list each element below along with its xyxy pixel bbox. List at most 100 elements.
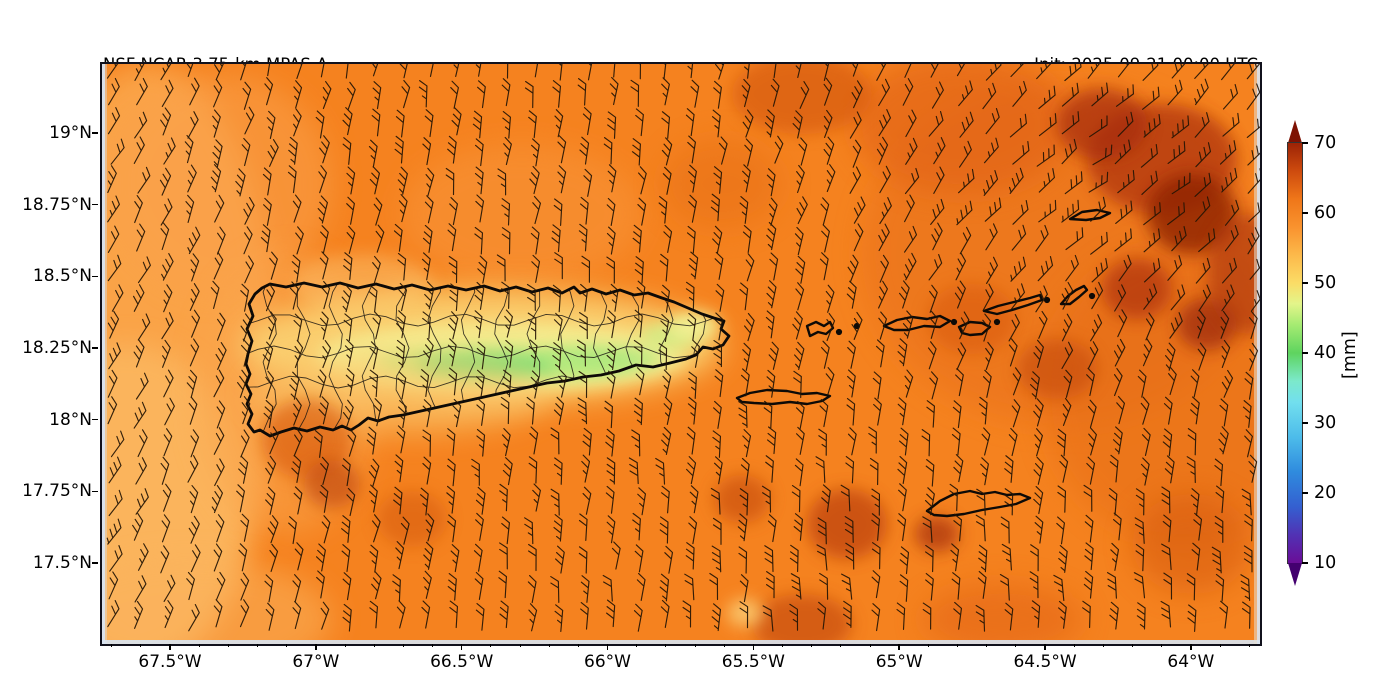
x-major-tick — [169, 644, 171, 650]
x-minor-tick — [461, 644, 463, 647]
islet — [835, 328, 843, 336]
x-minor-tick — [227, 644, 229, 647]
x-major-tick — [752, 644, 755, 650]
x-minor-tick — [198, 644, 200, 647]
y-tick-label: 17.75°N — [22, 481, 92, 502]
colorbar-tick-label: 50 — [1314, 273, 1337, 293]
x-minor-tick — [752, 644, 754, 647]
tpw-blob — [915, 516, 959, 552]
colorbar-tick-label: 40 — [1314, 343, 1337, 363]
x-minor-tick — [1219, 644, 1221, 647]
x-tick-label: 64.5°W — [1013, 652, 1077, 672]
colorbar-over-arrow — [1288, 120, 1302, 143]
y-tick-label: 18°N — [49, 409, 92, 430]
tpw-blob — [1207, 214, 1260, 334]
tpw-blob — [752, 594, 852, 644]
colorbar-tick — [1302, 422, 1308, 424]
y-major-tick — [92, 275, 98, 278]
x-major-tick — [460, 644, 463, 650]
x-minor-tick — [169, 644, 171, 647]
x-minor-tick — [577, 644, 579, 647]
y-major-tick — [92, 347, 98, 349]
y-tick-label: 18.5°N — [32, 266, 92, 287]
x-tick-label: 66°W — [584, 652, 631, 672]
x-tick-label: 64°W — [1167, 652, 1215, 672]
map-axes — [100, 62, 1262, 646]
colorbar-tick — [1302, 212, 1308, 214]
x-minor-tick — [636, 644, 638, 647]
coastline-st-john — [957, 320, 992, 337]
tpw-blob — [304, 460, 360, 508]
y-major-tick — [92, 562, 98, 564]
x-minor-tick — [315, 644, 317, 647]
colorbar-tick — [1302, 142, 1308, 144]
x-minor-tick — [927, 644, 929, 647]
colorbar — [1287, 142, 1303, 564]
tpw-blob — [262, 399, 352, 479]
y-major-tick — [92, 132, 98, 134]
x-minor-tick — [723, 644, 725, 647]
x-minor-tick — [1015, 644, 1017, 647]
x-minor-tick — [402, 644, 404, 647]
domain-edge-strip — [1257, 64, 1260, 644]
colorbar-under-arrow — [1288, 563, 1302, 586]
x-tick-label: 66.5°W — [430, 652, 494, 672]
x-major-tick — [1190, 644, 1192, 650]
x-tick-label: 67.5°W — [138, 652, 202, 672]
coastlines — [244, 208, 1112, 518]
x-minor-tick — [957, 644, 959, 647]
y-major-tick — [92, 418, 98, 421]
tpw-blob — [402, 144, 642, 284]
y-tick-label: 17.5°N — [32, 553, 92, 574]
colorbar-tick-label: 60 — [1314, 203, 1337, 223]
tpw-blob — [714, 475, 770, 523]
tpw-blob — [1017, 339, 1097, 399]
x-minor-tick — [840, 644, 842, 647]
x-minor-tick — [1044, 644, 1046, 647]
y-major-tick — [92, 203, 98, 206]
y-tick-label: 18.25°N — [22, 337, 92, 358]
y-tick-label: 18.75°N — [22, 194, 92, 215]
domain-edge-strip — [102, 640, 1260, 644]
x-minor-tick — [869, 644, 871, 647]
x-minor-tick — [373, 644, 375, 647]
x-minor-tick — [490, 644, 492, 647]
islet — [993, 318, 1001, 326]
x-minor-tick — [1248, 644, 1250, 647]
coastline-puerto-rico — [244, 281, 731, 438]
x-tick-label: 67°W — [292, 652, 340, 672]
x-minor-tick — [665, 644, 667, 647]
x-minor-tick — [548, 644, 550, 647]
coastline-tortola — [982, 293, 1044, 316]
colorbar-tick — [1302, 352, 1308, 354]
x-minor-tick — [1073, 644, 1075, 647]
colorbar-tick — [1302, 492, 1308, 494]
islet — [950, 318, 958, 326]
colorbar-tick — [1302, 282, 1308, 284]
domain-edge-strip — [102, 64, 105, 644]
tpw-blob — [668, 312, 720, 340]
x-minor-tick — [607, 644, 609, 647]
tpw-blob — [927, 284, 1017, 354]
tpw-blob — [377, 491, 447, 547]
colorbar-tick-label: 20 — [1314, 483, 1337, 503]
x-minor-tick — [694, 644, 696, 647]
y-major-tick — [92, 490, 98, 493]
x-minor-tick — [986, 644, 988, 647]
islet — [853, 322, 861, 330]
domain-edge-strip — [105, 64, 107, 644]
x-minor-tick — [1102, 644, 1104, 647]
x-major-tick — [315, 644, 317, 650]
x-minor-tick — [1161, 644, 1163, 647]
x-minor-tick — [1132, 644, 1134, 647]
x-tick-label: 65.5°W — [721, 652, 785, 672]
coastline-vieques — [735, 388, 832, 406]
wind-barbs — [106, 64, 1260, 632]
tpw-blob — [1102, 259, 1172, 319]
tpw-blob — [112, 74, 332, 294]
x-minor-tick — [898, 644, 900, 647]
x-minor-tick — [344, 644, 346, 647]
y-tick-label: 19°N — [49, 122, 92, 143]
x-minor-tick — [286, 644, 288, 647]
